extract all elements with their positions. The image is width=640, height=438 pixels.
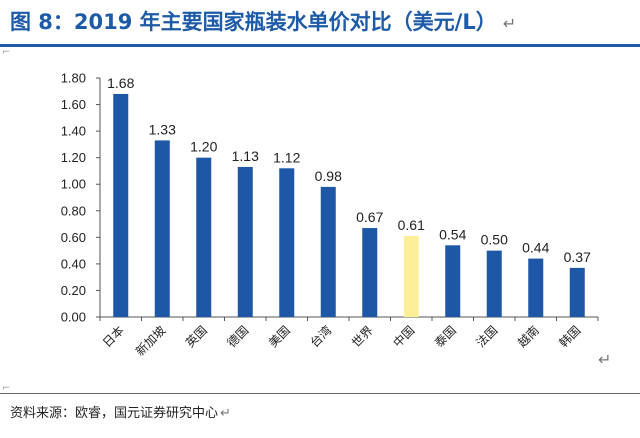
bar — [362, 228, 378, 317]
x-tick-label: 英国 — [183, 323, 210, 350]
y-tick-label: 1.60 — [61, 97, 86, 112]
x-tick-label: 泰国 — [432, 323, 459, 350]
x-tick-label: 法国 — [473, 323, 500, 350]
data-label: 1.20 — [190, 139, 217, 155]
data-label: 0.67 — [356, 209, 383, 225]
bar — [403, 236, 419, 317]
figure-title-text: 图 8：2019 年主要国家瓶装水单价对比（美元/L） — [10, 10, 497, 34]
bar — [237, 166, 253, 317]
x-tick-label: 德国 — [224, 323, 252, 351]
figure-title: 图 8：2019 年主要国家瓶装水单价对比（美元/L） ↵ — [10, 6, 630, 38]
bar — [445, 245, 461, 317]
source-rule — [0, 393, 640, 394]
x-tick-label: 台湾 — [307, 323, 335, 351]
data-label: 1.68 — [107, 75, 134, 91]
y-tick-label: 0.00 — [61, 310, 86, 325]
data-label: 1.33 — [149, 121, 176, 137]
data-label: 1.13 — [232, 148, 259, 164]
bar — [113, 93, 129, 317]
y-tick-label: 1.00 — [61, 177, 86, 192]
y-tick-label: 0.20 — [61, 283, 86, 298]
source-return-mark: ↵ — [220, 406, 231, 421]
bar-chart: 0.00 0.20 0.40 0.60 0.80 1.00 1.20 1.40 1.60 1.80… — [61, 71, 612, 370]
y-tick-label: 1.40 — [61, 124, 86, 139]
bar — [154, 140, 170, 317]
data-label: 1.12 — [273, 149, 300, 165]
source-text: 资料来源：欧睿，国元证券研究中心 — [10, 406, 219, 421]
paragraph-mark-top-left: ⌐ — [2, 47, 11, 58]
x-tick-label: 日本 — [100, 323, 127, 350]
chart-return-mark: ↵ — [598, 350, 611, 369]
x-tick-label: 越南 — [514, 323, 542, 351]
x-tick-label: 韩国 — [556, 323, 584, 351]
data-label: 0.61 — [398, 217, 425, 233]
x-tick-label: 中国 — [390, 323, 418, 351]
x-tick-label: 美国 — [266, 323, 293, 350]
bar — [569, 267, 585, 317]
data-label: 0.44 — [522, 240, 549, 256]
bar — [486, 250, 502, 317]
y-tick-label: 0.60 — [61, 230, 86, 245]
y-tick-label: 0.40 — [61, 256, 86, 271]
paragraph-mark-bottom-left: ⌐ — [2, 383, 11, 394]
y-tick-label: 0.80 — [61, 203, 86, 218]
y-tick-label: 1.20 — [61, 150, 86, 165]
title-return-mark: ↵ — [502, 14, 517, 33]
bar — [528, 258, 544, 317]
bar — [196, 157, 212, 317]
x-tick-label: 新加坡 — [132, 323, 168, 359]
data-label: 0.50 — [481, 232, 508, 248]
source-note: 资料来源：欧睿，国元证券研究中心 ↵ — [10, 402, 231, 421]
data-label: 0.98 — [315, 168, 342, 184]
data-label: 0.37 — [564, 249, 591, 265]
y-tick-label: 1.80 — [61, 71, 86, 86]
bar — [279, 168, 295, 317]
bar — [320, 186, 336, 317]
x-tick-label: 世界 — [349, 323, 376, 350]
data-label: 0.54 — [439, 226, 466, 242]
title-rule — [0, 44, 640, 47]
